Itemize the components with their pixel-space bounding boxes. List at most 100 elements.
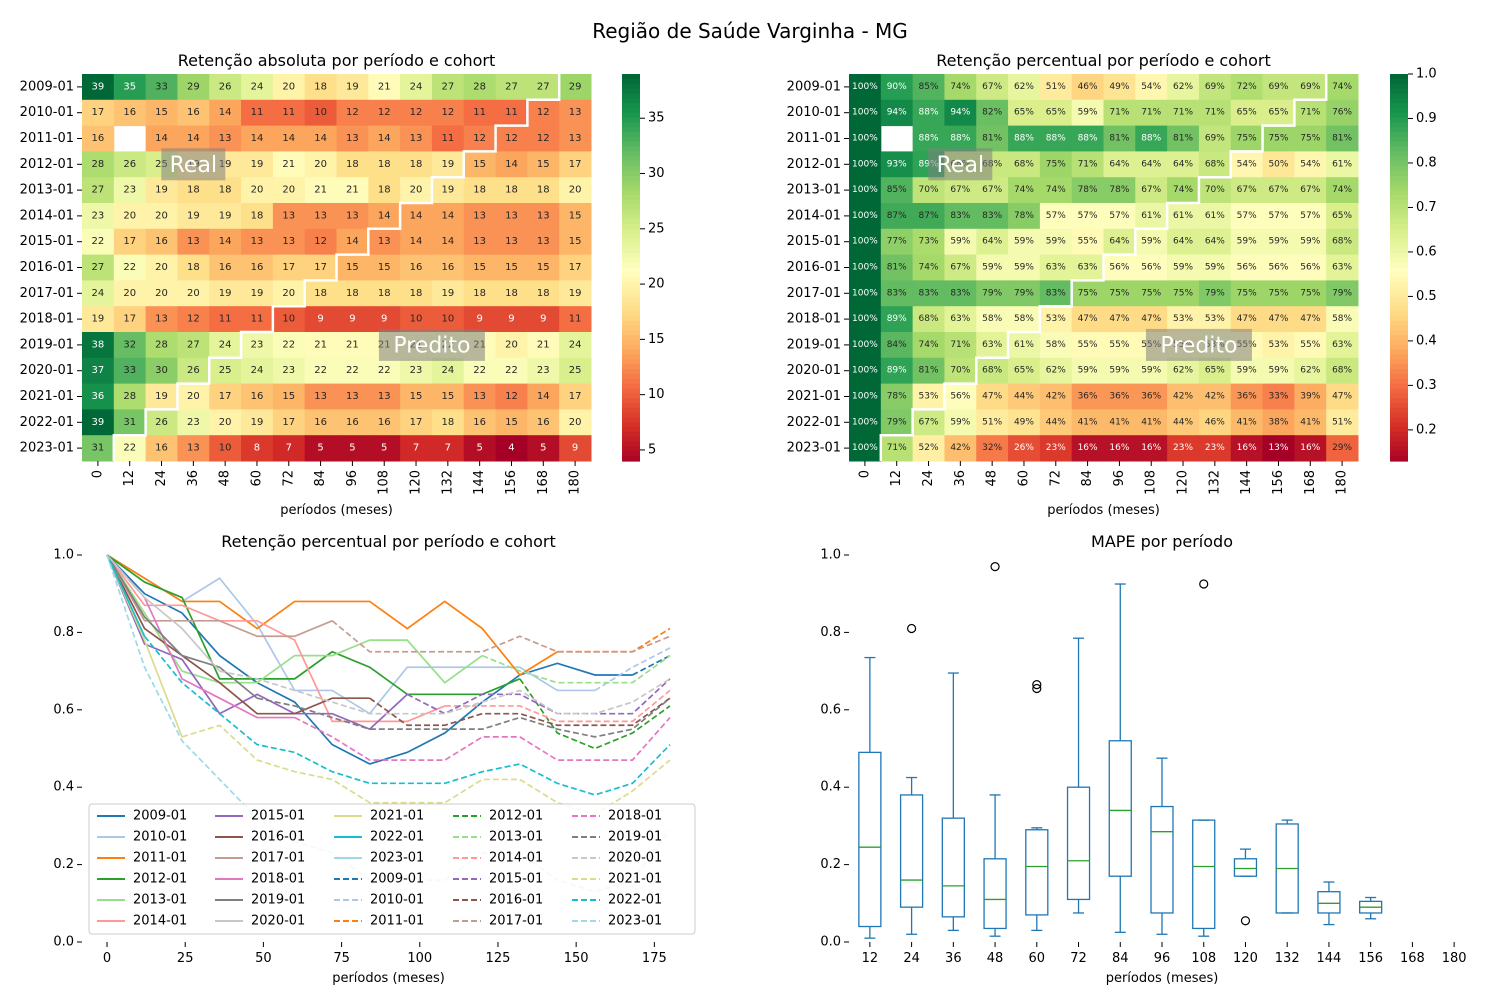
cell-label: 14	[219, 236, 232, 247]
cell-label: 53%	[1268, 340, 1288, 350]
cell-label: 81%	[919, 366, 939, 376]
heatmap-cell	[431, 280, 465, 307]
cell-label: 24	[92, 288, 105, 299]
cell-label: 20	[282, 81, 295, 92]
cell-label: 18	[187, 262, 200, 273]
heatmap-cell	[177, 228, 210, 256]
heatmap-cell	[880, 151, 914, 178]
cell-label: 36	[92, 391, 105, 402]
colorbar-segment	[1390, 407, 1408, 414]
cell-label: 42%	[1173, 392, 1193, 402]
legend-label: 2019-01	[251, 893, 305, 908]
cell-label: 78%	[1014, 211, 1034, 221]
cell-label: 25	[569, 365, 582, 376]
heatmap-cell	[912, 357, 945, 385]
heatmap-cell	[463, 228, 497, 256]
heatmap-cell	[1135, 383, 1168, 410]
colorbar-segment	[1390, 190, 1408, 196]
y-tick-label: 2013-01	[20, 183, 74, 198]
heatmap-cell	[1167, 306, 1200, 333]
annotation-box	[378, 328, 485, 361]
heatmap-cell	[880, 177, 914, 204]
cell-label: 41%	[1141, 417, 1161, 427]
heatmap-cell	[1230, 306, 1264, 333]
cell-label: 16%	[1300, 443, 1320, 453]
box-body	[941, 817, 965, 918]
colorbar-tick-label: 0.2	[1416, 422, 1437, 437]
x-tick-label: 36	[945, 951, 962, 966]
cell-label: 47%	[1268, 314, 1288, 324]
cell-label: 70%	[919, 185, 939, 195]
cell-label: 13	[473, 391, 486, 402]
box-title: MAPE por período	[1091, 532, 1233, 551]
x-tick-label: 60	[1029, 951, 1046, 966]
heatmap-cell	[495, 177, 528, 204]
heatmap-cell	[209, 99, 242, 127]
heatmap-cell	[113, 151, 147, 178]
heatmap-cell	[177, 306, 210, 333]
heatmap-cell	[113, 383, 147, 410]
cell-label: 67%	[950, 185, 970, 195]
cell-label: 12	[505, 133, 518, 144]
colorbar-segment	[1390, 107, 1408, 114]
cell-label: 74%	[919, 263, 939, 273]
cell-label: 19	[155, 391, 168, 402]
cell-label: 15	[473, 159, 486, 170]
heatmap-cell	[849, 125, 882, 152]
heatmap-cell	[145, 409, 178, 436]
heatmap-cell	[1294, 306, 1327, 333]
annotation-box	[161, 148, 226, 181]
cell-label: 75%	[1268, 134, 1288, 144]
heatmap-cell	[912, 280, 945, 307]
heatmap-cell	[1071, 435, 1104, 462]
cell-label: 16	[378, 417, 391, 428]
heatmap-cell	[336, 228, 369, 256]
cell-label: 29%	[1332, 443, 1352, 453]
heatmap-cell	[241, 409, 274, 436]
heatmap-cell	[527, 254, 560, 281]
heatmap-cell	[1103, 383, 1136, 410]
heatmap-cell	[241, 306, 274, 333]
legend-label: 2015-01	[489, 872, 543, 887]
heatmap-cell	[241, 228, 274, 256]
x-tick-label: 108	[1144, 470, 1159, 495]
heatmap-cell	[209, 74, 242, 101]
cell-label: 56%	[1300, 263, 1320, 273]
colorbar-segment	[1390, 180, 1408, 186]
legend-label: 2011-01	[133, 851, 187, 866]
heatmap-cell	[272, 203, 306, 230]
heatmap-cell	[1262, 280, 1295, 307]
cell-label: 41%	[1237, 417, 1257, 427]
y-tick-label: 2016-01	[20, 260, 74, 275]
y-tick-label: 0.6	[53, 702, 74, 717]
cell-label: 18	[505, 185, 518, 196]
cell-label: 65%	[1014, 108, 1034, 118]
heatmap-cell	[400, 125, 433, 152]
legend-label: 2022-01	[370, 830, 424, 845]
y-tick-label: 2011-01	[20, 131, 74, 146]
heatmap-cell	[976, 306, 1009, 333]
cell-label: 7	[286, 443, 292, 454]
x-tick-label: 168	[536, 470, 551, 495]
heatmap-cell	[1071, 357, 1104, 385]
colorbar-segment	[622, 286, 640, 293]
cell-label: 19	[187, 210, 200, 221]
cell-label: 81%	[1173, 134, 1193, 144]
x-tick-label: 60	[249, 470, 264, 487]
x-tick-label: 96	[1112, 470, 1127, 487]
heatmap-cell	[559, 280, 592, 307]
heatmap-cell	[82, 151, 115, 178]
colorbar-segment	[622, 107, 640, 114]
cell-label: 55%	[1078, 237, 1098, 247]
heatmap-cell	[527, 203, 560, 230]
colorbar-segment	[1390, 194, 1408, 201]
heatmap-cell	[463, 435, 497, 462]
cell-label: 33%	[1268, 392, 1288, 402]
heatmap-cell	[145, 254, 178, 281]
heatmap-cell	[177, 203, 210, 230]
cell-label: 88%	[950, 134, 970, 144]
x-tick-label: 48	[218, 470, 233, 487]
cell-label: 79%	[982, 288, 1002, 298]
x-tick-label: 0	[103, 951, 111, 966]
colorbar-segment	[1390, 359, 1408, 365]
